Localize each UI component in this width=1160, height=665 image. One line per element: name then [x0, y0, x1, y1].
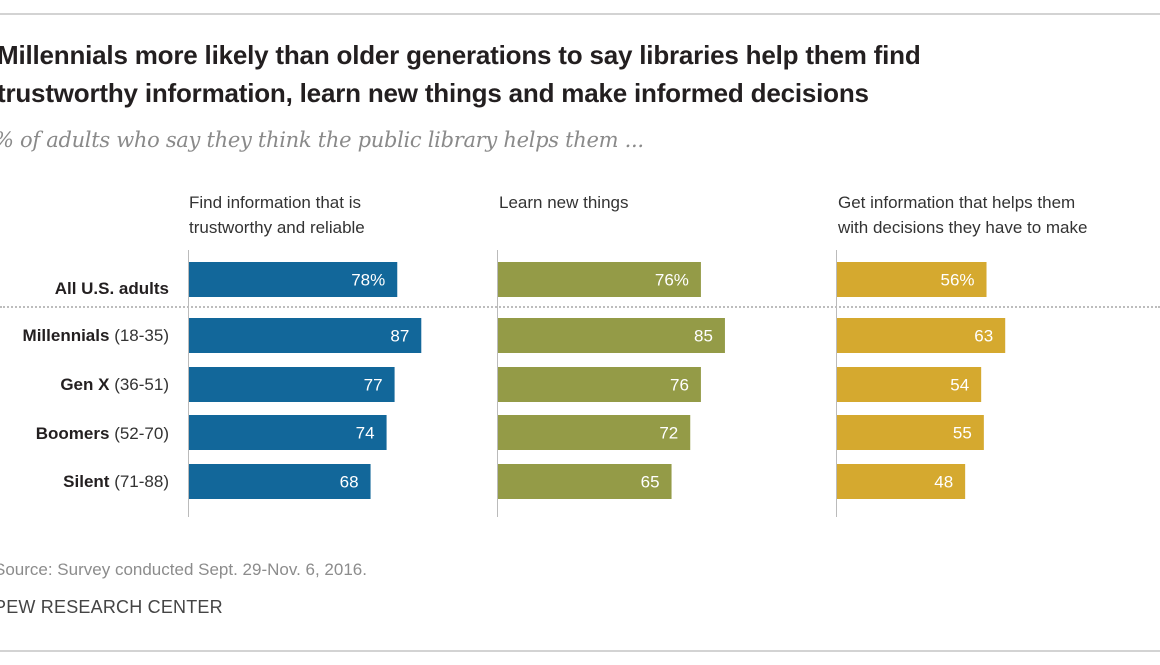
organization-credit: PEW RESEARCH CENTER — [0, 597, 223, 617]
bar-value-label: 63 — [974, 327, 993, 346]
column-header-line: Find information that is — [189, 193, 361, 212]
all-adults-divider — [0, 306, 1160, 308]
bar-decisions-2 — [837, 367, 982, 402]
row-label-name: All U.S. adults — [54, 279, 169, 298]
row-label-name: Silent — [63, 472, 110, 491]
bar-value-label: 56% — [940, 271, 974, 290]
column-header-line: Learn new things — [499, 193, 629, 212]
bottom-rule — [0, 650, 1160, 652]
column-header-line: trustworthy and reliable — [189, 218, 365, 237]
axis-line-learn — [497, 250, 498, 517]
bar-value-label: 76 — [670, 376, 689, 395]
bar-decisions-4 — [837, 464, 966, 499]
bar-value-label: 68 — [340, 473, 359, 492]
bar-value-label: 54 — [950, 376, 969, 395]
bar-value-label: 74 — [356, 424, 375, 443]
row-label-all-adults: All U.S. adults — [55, 279, 169, 299]
bar-decisions-3 — [837, 415, 984, 450]
bar-learn-3 — [498, 415, 691, 450]
top-rule — [0, 13, 1160, 15]
column-header-line: with decisions they have to make — [838, 218, 1088, 237]
bar-trustworthy-2 — [189, 367, 395, 402]
bar-trustworthy-4 — [189, 464, 371, 499]
title-line-2: trustworthy information, learn new thing… — [0, 78, 869, 108]
chart-subtitle: % of adults who say they think the publi… — [0, 128, 644, 152]
row-label-name: Millennials — [22, 326, 110, 345]
bar-decisions-0 — [837, 262, 987, 297]
row-label-age: (52-70) — [114, 424, 169, 443]
bar-trustworthy-1 — [189, 318, 422, 353]
source-note: Source: Survey conducted Sept. 29-Nov. 6… — [0, 560, 367, 579]
row-label-millennials: Millennials (18-35) — [23, 326, 169, 346]
bar-learn-2 — [498, 367, 701, 402]
bar-value-label: 65 — [641, 473, 660, 492]
bar-trustworthy-0 — [189, 262, 398, 297]
axis-line-decisions — [836, 250, 837, 517]
bar-trustworthy-3 — [189, 415, 387, 450]
title-line-1: Millennials more likely than older gener… — [0, 40, 921, 70]
bar-value-label: 48 — [934, 473, 953, 492]
bar-value-label: 87 — [390, 327, 409, 346]
bar-learn-0 — [498, 262, 701, 297]
axis-line-trustworthy — [188, 250, 189, 517]
row-label-name: Boomers — [35, 424, 110, 443]
column-header-learn: Learn new things — [499, 190, 628, 215]
row-label-age: (71-88) — [114, 472, 169, 491]
row-label-boomers: Boomers (52-70) — [36, 424, 169, 444]
bar-learn-4 — [498, 464, 672, 499]
column-header-decisions: Get information that helps them with dec… — [838, 190, 1087, 240]
row-label-age: (36-51) — [114, 375, 169, 394]
bar-value-label: 76% — [655, 271, 689, 290]
column-header-line: Get information that helps them — [838, 193, 1076, 212]
chart-title: Millennials more likely than older gener… — [0, 36, 921, 112]
row-label-age: (18-35) — [114, 326, 169, 345]
bar-decisions-1 — [837, 318, 1006, 353]
row-label-genx: Gen X (36-51) — [60, 375, 169, 395]
bar-value-label: 55 — [953, 424, 972, 443]
bar-value-label: 77 — [364, 376, 383, 395]
bar-value-label: 78% — [351, 271, 385, 290]
bar-value-label: 85 — [694, 327, 713, 346]
bar-learn-1 — [498, 318, 725, 353]
row-label-name: Gen X — [60, 375, 110, 394]
row-label-silent: Silent (71-88) — [63, 472, 169, 492]
bar-value-label: 72 — [659, 424, 678, 443]
column-header-trustworthy: Find information that is trustworthy and… — [189, 190, 365, 240]
